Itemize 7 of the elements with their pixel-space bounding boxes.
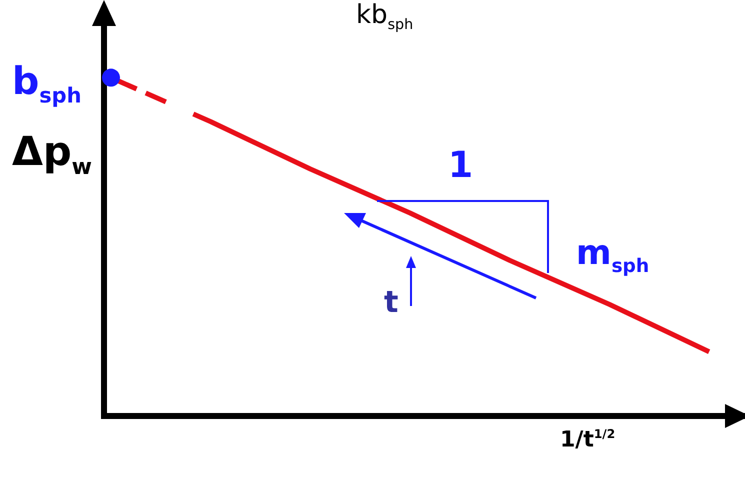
text: b$_{sph}$ bbox=[12, 59, 82, 108]
annotation: t bbox=[384, 285, 398, 320]
y-axis-title: Δp$_{w}$ bbox=[12, 129, 92, 180]
x-axis-title: 1/t$^{1/2}$ bbox=[560, 427, 616, 452]
annotation: 1 bbox=[448, 145, 474, 186]
text: kb$_{sph}$ bbox=[356, 0, 414, 34]
annotation: m$_{sph}$ bbox=[576, 233, 650, 277]
